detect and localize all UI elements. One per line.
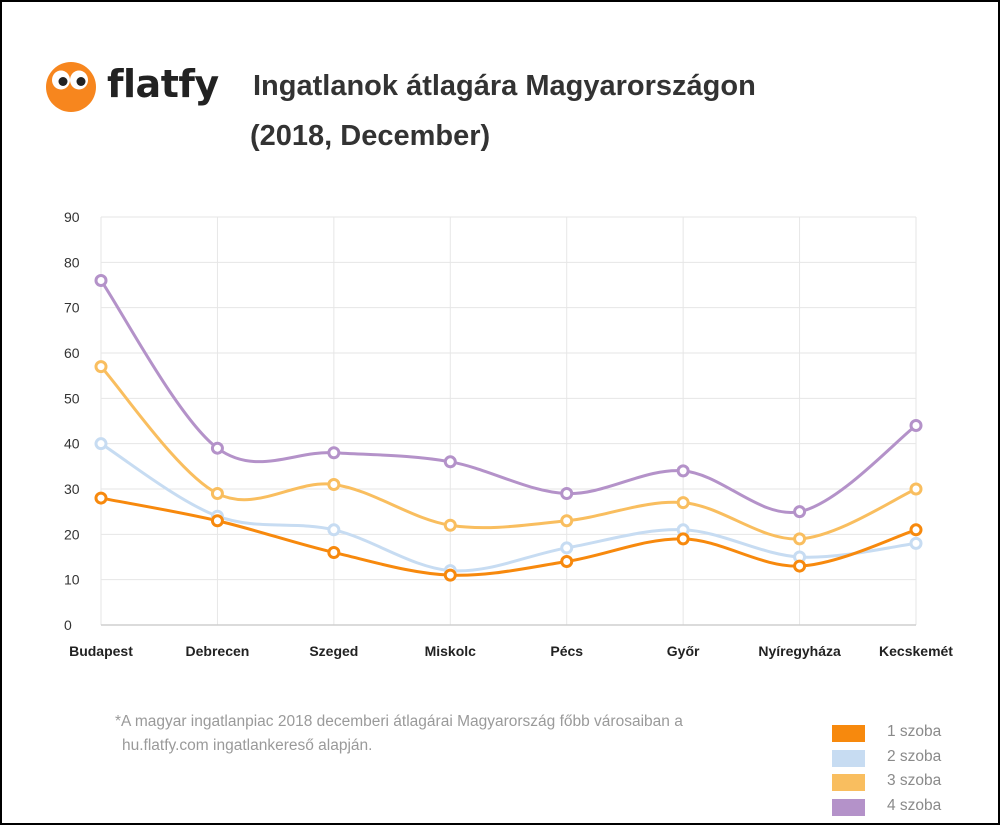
y-tick-label: 40 (64, 436, 80, 452)
y-tick-label: 50 (64, 390, 80, 406)
x-tick-label: Debrecen (186, 643, 250, 659)
legend-label: 4 szoba (887, 796, 942, 814)
data-point (793, 505, 807, 519)
x-tick-label: Pécs (550, 643, 583, 659)
data-point (560, 541, 574, 555)
data-point (94, 360, 108, 374)
legend-label: 3 szoba (887, 772, 942, 789)
y-tick-label: 10 (64, 572, 80, 588)
series-line-4-szoba (99, 279, 917, 515)
data-point (94, 491, 108, 505)
data-point (909, 419, 923, 433)
data-point (793, 559, 807, 573)
data-point (676, 496, 690, 510)
y-tick-label: 90 (64, 209, 80, 225)
y-axis-ticks: 0 10 20 30 40 50 60 70 80 90 (64, 209, 80, 633)
data-point (909, 536, 923, 550)
data-point (327, 523, 341, 537)
data-point (560, 555, 574, 569)
x-axis-ticks: Budapest Debrecen Szeged Miskolc Pécs Győr Nyí… (69, 643, 953, 659)
flatfy-logo: flatfy (46, 60, 219, 114)
y-tick-label: 80 (64, 254, 80, 270)
data-point (327, 446, 341, 460)
eyes-icon (46, 62, 96, 112)
data-point (793, 532, 807, 546)
series-markers (94, 273, 923, 582)
y-tick-label: 20 (64, 526, 80, 542)
data-point (443, 455, 457, 469)
x-tick-label: Miskolc (425, 643, 477, 659)
y-tick-label: 60 (64, 345, 80, 361)
logo-text: flatfy (107, 62, 219, 106)
legend-swatch (832, 749, 865, 767)
legend-swatch (832, 774, 865, 791)
x-tick-label: Kecskemét (879, 643, 953, 659)
data-point (443, 568, 457, 582)
data-point (210, 514, 224, 528)
data-point (560, 487, 574, 501)
data-point (94, 273, 108, 287)
footnote-line-2: hu.flatfy.com ingatlankereső alapján. (122, 737, 373, 754)
y-tick-label: 0 (64, 617, 72, 633)
data-point (210, 487, 224, 501)
x-tick-label: Budapest (69, 643, 133, 659)
chart-title: Ingatlanok átlagára Magyarországon (253, 70, 756, 102)
legend-label: 1 szoba (887, 723, 942, 740)
data-point (676, 464, 690, 478)
legend-label: 2 szoba (887, 747, 942, 765)
chart-subtitle: (2018, December) (250, 120, 491, 152)
footnote-line-1: *A magyar ingatlanpiac 2018 decemberi át… (115, 713, 683, 730)
y-tick-label: 30 (64, 481, 80, 497)
x-tick-label: Szeged (309, 643, 358, 659)
data-point (560, 514, 574, 528)
legend-swatch (832, 725, 865, 742)
x-tick-label: Nyíregyháza (758, 643, 841, 659)
footnote: *A magyar ingatlanpiac 2018 decemberi át… (115, 710, 735, 758)
x-tick-label: Győr (667, 643, 700, 659)
data-point (327, 545, 341, 559)
data-point (443, 518, 457, 532)
data-point (94, 437, 108, 451)
series-line-2-szoba (100, 442, 917, 573)
legend-swatch (832, 798, 865, 816)
line-chart: 0 10 20 30 40 50 60 70 80 90 Budapest Debrecen Szeg… (64, 209, 953, 659)
y-tick-label: 70 (64, 300, 80, 316)
data-point (909, 523, 923, 537)
data-point (210, 441, 224, 455)
data-point (676, 532, 690, 546)
data-point (909, 482, 923, 496)
series-lines (99, 279, 917, 577)
data-point (327, 477, 341, 491)
